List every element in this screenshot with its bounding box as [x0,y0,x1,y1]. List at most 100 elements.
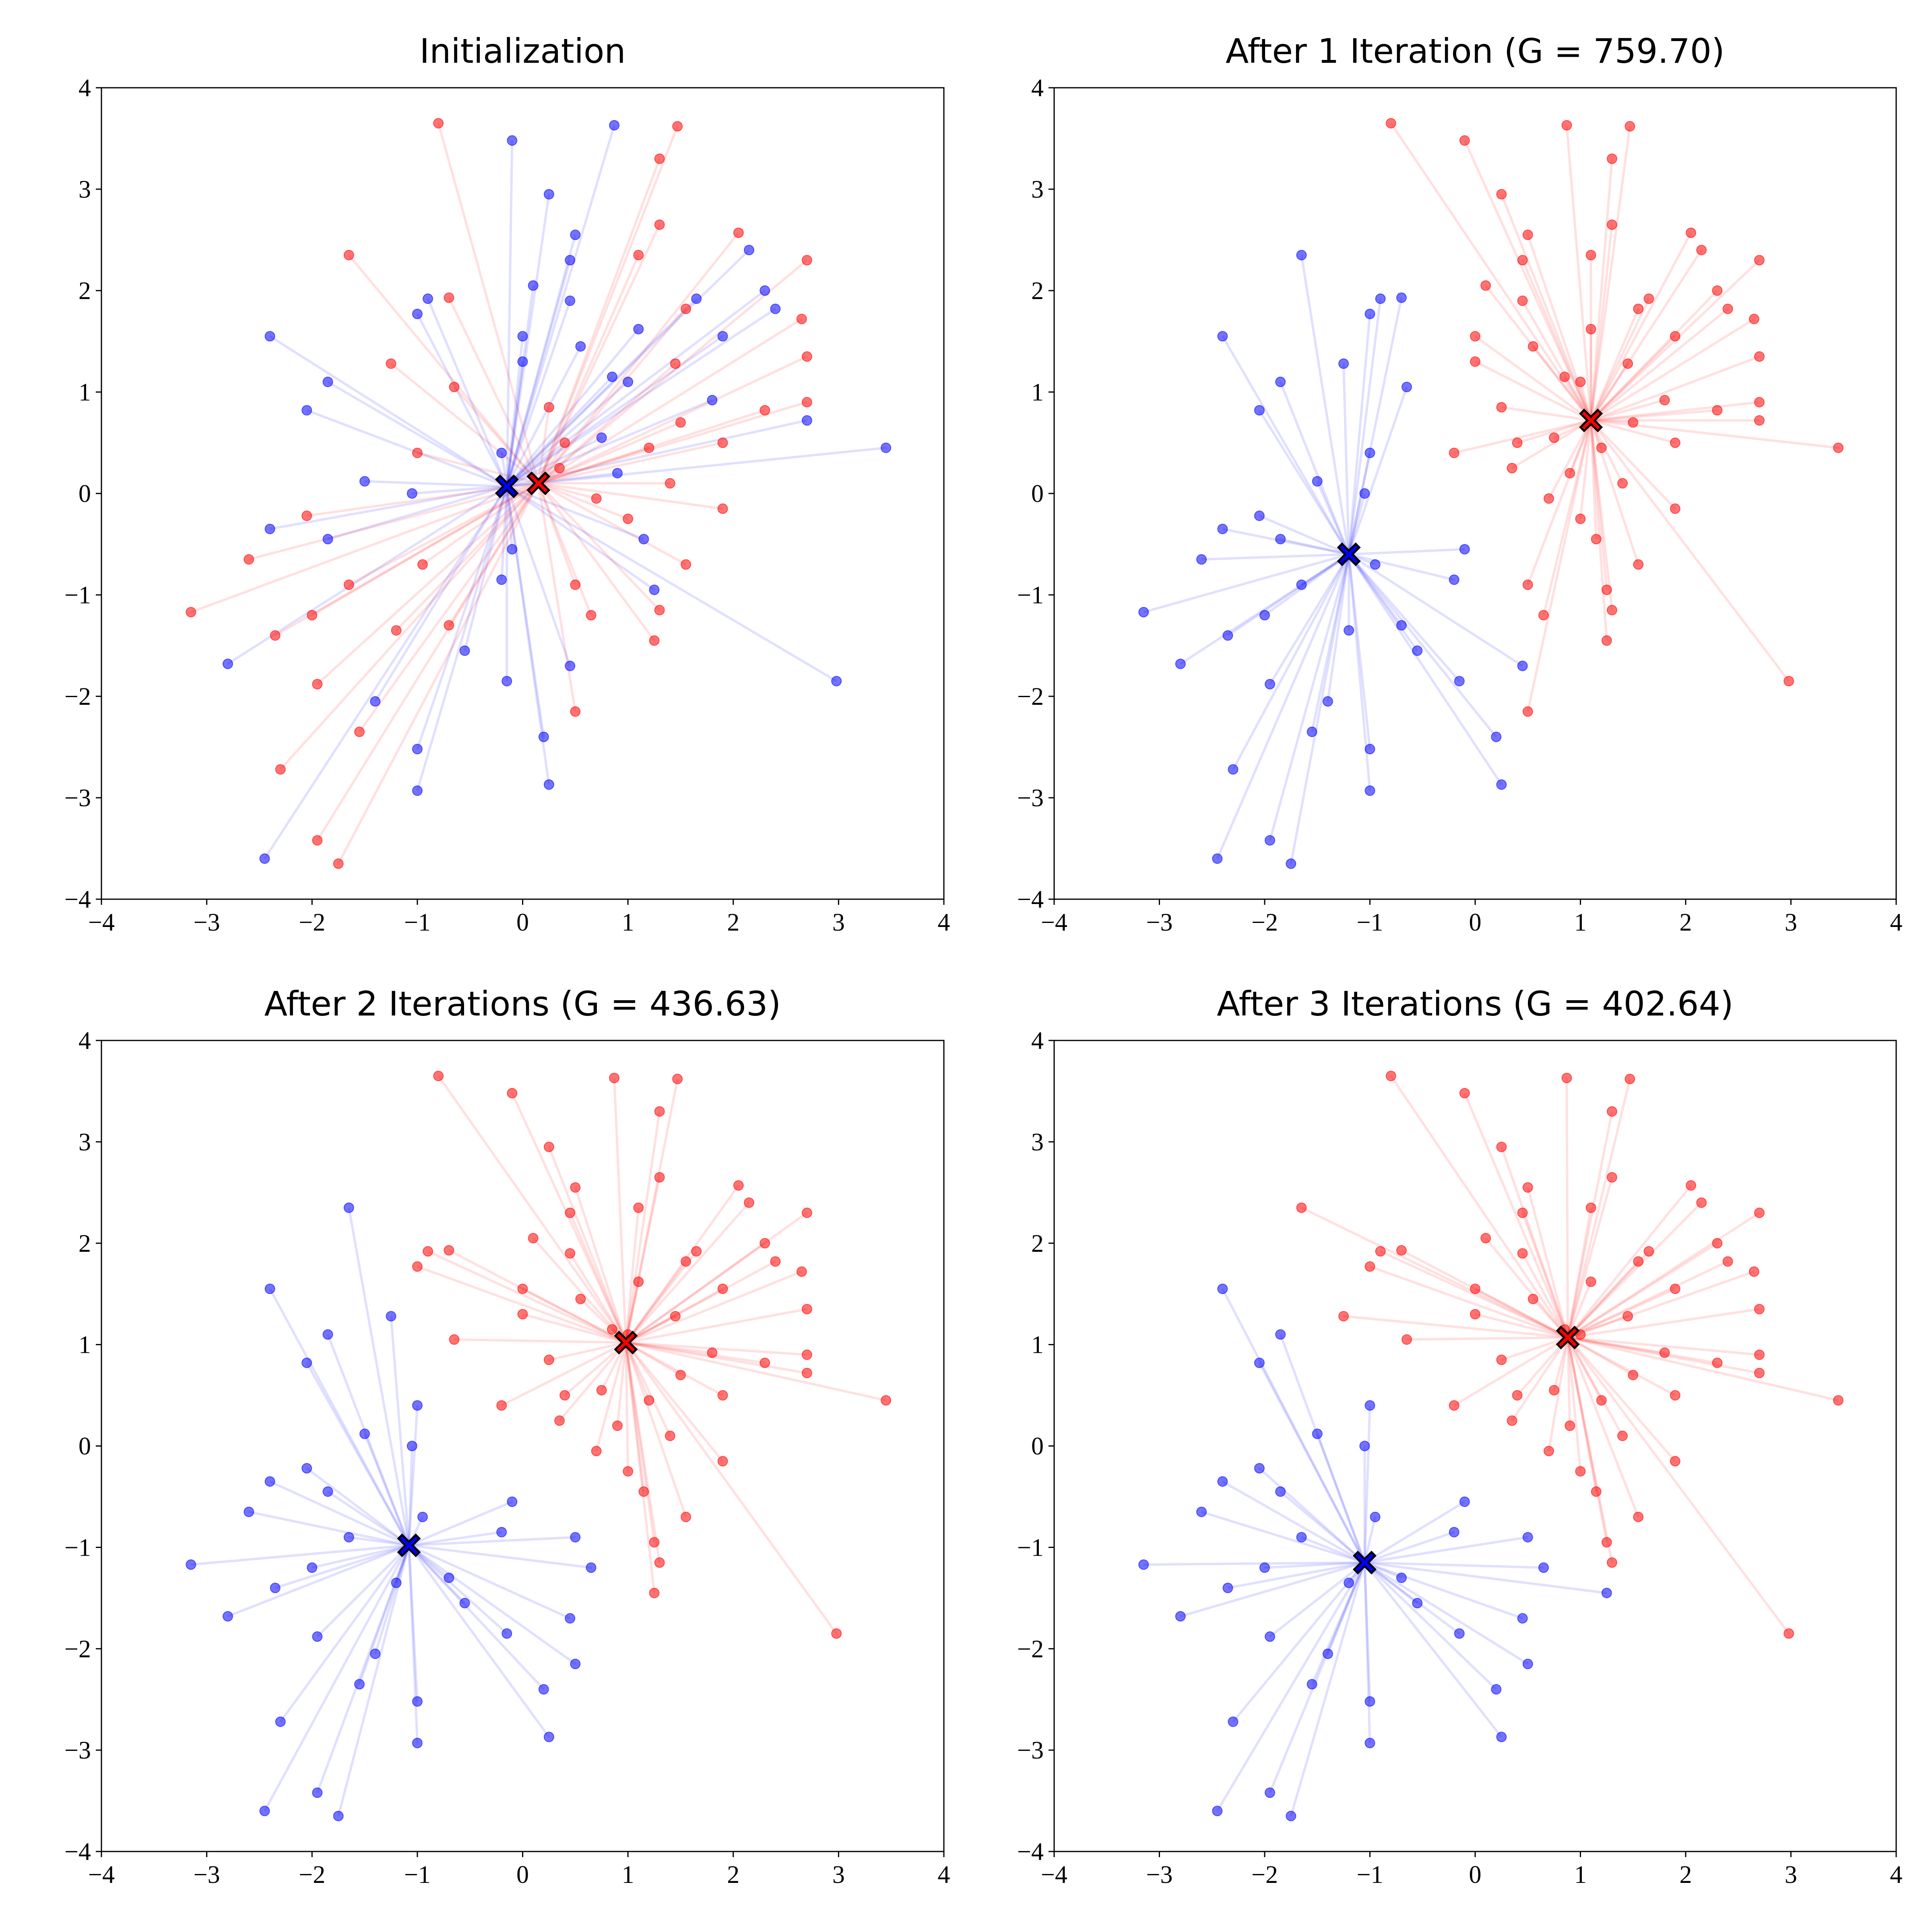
assignment-line [1589,420,1608,641]
assignment-line [1567,1337,1582,1472]
data-point [654,1172,665,1183]
data-point [612,468,623,479]
data-point [1754,1208,1765,1218]
data-point [502,1628,512,1639]
assignment-line [408,1544,466,1604]
subplot-title: After 2 Iterations (G = 436.63) [264,984,781,1024]
data-point [270,630,281,641]
data-point [1175,658,1186,669]
assignment-line [358,483,540,733]
data-point [633,250,644,260]
assignment-line [1364,1562,1503,1738]
assignment-line [1567,1336,1717,1364]
y-tick-label: 2 [78,1230,91,1257]
assignment-line [506,335,724,487]
assignment-line [1589,420,1598,539]
data-point [831,676,842,687]
assignment-line [269,1480,410,1547]
data-point [1496,1354,1507,1365]
assignment-line [538,446,650,485]
data-point [760,405,770,416]
assignment-line [409,1531,502,1547]
assignment-line [407,1446,413,1546]
y-tick-label: −2 [1017,1635,1044,1663]
data-point [343,579,354,590]
data-point [502,676,512,687]
data-point [638,534,649,545]
assignment-line [1316,1433,1366,1563]
assignment-line [624,1342,645,1492]
assignment-line [1363,1563,1371,1702]
data-point [1217,1284,1228,1294]
data-point [1575,514,1586,524]
data-point [1286,1810,1296,1821]
data-point [607,372,617,382]
data-point [801,1304,812,1315]
data-point [1296,1202,1307,1213]
data-point [1748,314,1759,324]
data-point [333,858,344,869]
data-point [1375,293,1386,304]
assignment-line [279,1544,410,1723]
data-point [1585,250,1596,260]
x-tick-label: 1 [622,909,634,936]
assignment-line [625,1342,671,1437]
data-point [312,679,323,689]
assignment-line [625,1260,776,1344]
data-point [654,153,665,164]
x-tick-label: 1 [622,1861,634,1889]
data-point [244,554,254,565]
assignment-line [1144,1561,1365,1566]
x-tick-label: −2 [299,1861,325,1889]
data-point [528,280,539,291]
data-point [796,314,807,324]
data-point [1265,679,1276,689]
assignment-line [506,125,615,487]
assignment-line [1567,1308,1760,1339]
assignment-line [1590,318,1755,422]
data-point [433,118,444,129]
data-point [1517,1613,1528,1624]
y-tick-label: 3 [78,176,91,203]
data-point [717,1456,728,1467]
data-point [596,432,607,443]
assignment-line [305,1362,410,1546]
data-point [1454,676,1465,687]
assignment-line [348,482,539,586]
y-tick-label: 0 [78,480,91,508]
data-point [1617,478,1628,489]
data-point [1480,280,1491,291]
assignment-line [569,1212,627,1343]
y-tick-label: −4 [64,886,91,913]
assignment-line [1216,554,1350,859]
data-point [343,1202,354,1213]
data-point [801,1349,812,1360]
data-point [1370,559,1381,570]
assignment-line [625,1242,766,1344]
data-point [586,610,597,621]
data-point [275,764,286,775]
data-point [359,1428,370,1439]
data-point [1212,853,1223,864]
assignment-line [1521,260,1592,421]
y-tick-label: −2 [1017,683,1044,710]
data-point [1754,415,1765,426]
centroid-marker [397,1533,421,1557]
data-point [717,1284,728,1294]
assignment-line [564,1342,627,1396]
assignment-line [1567,1336,1665,1354]
data-point [1364,1400,1375,1411]
assignment-line [1180,553,1350,665]
data-point [412,308,423,319]
data-point [1364,448,1375,458]
assignment-line [506,298,698,487]
assignment-line [624,1111,661,1343]
data-point [343,250,354,260]
data-point [1712,1357,1723,1368]
assignment-line [412,485,507,495]
assignment-line [1364,1531,1455,1564]
data-point [1670,1390,1680,1401]
data-point [507,1088,518,1098]
assignment-line [616,1342,627,1426]
